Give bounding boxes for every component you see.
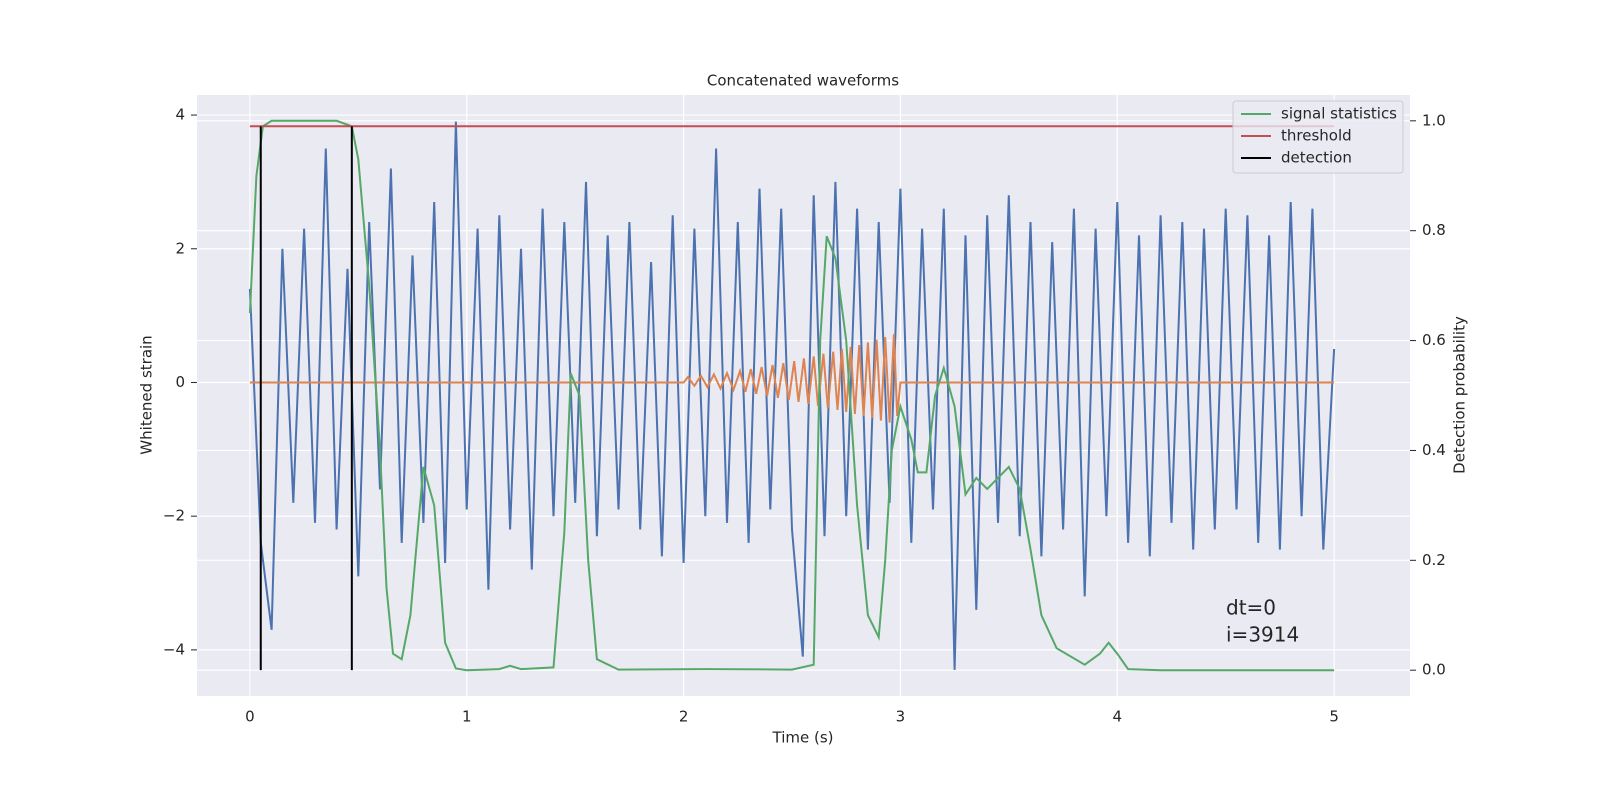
x-tick-label: 5 bbox=[1329, 708, 1339, 726]
x-tick-label: 1 bbox=[462, 708, 472, 726]
y-tick-label: 4 bbox=[175, 106, 185, 124]
x-tick-label: 4 bbox=[1112, 708, 1122, 726]
y-tick-label: 0 bbox=[175, 373, 185, 391]
legend: signal statistics threshold detection bbox=[1232, 100, 1404, 174]
x-tick-label: 3 bbox=[896, 708, 906, 726]
x-axis-label: Time (s) bbox=[772, 729, 834, 747]
y2-axis-label: Detection probability bbox=[1451, 316, 1469, 474]
series-line bbox=[248, 119, 1335, 672]
marks bbox=[248, 119, 1336, 672]
legend-label: threshold bbox=[1281, 127, 1352, 145]
series-line bbox=[249, 334, 1335, 423]
y-tick-label: −4 bbox=[163, 640, 185, 658]
axes: 0 1 2 3 4 5 −4 −2 0 2 4 0.0 0.2 0.4 0.6 0.8 1.0 bbox=[163, 106, 1446, 726]
legend-label: detection bbox=[1281, 149, 1352, 167]
x-tick-label: 0 bbox=[245, 708, 255, 726]
legend-box bbox=[1232, 100, 1404, 174]
y-tick-label: 2 bbox=[175, 239, 185, 257]
legend-label: signal statistics bbox=[1281, 105, 1397, 123]
y2-tick-label: 0.8 bbox=[1422, 221, 1446, 239]
y-tick-label: −2 bbox=[163, 507, 185, 525]
annotation: dt=0 bbox=[1226, 596, 1276, 620]
y2-tick-label: 0.6 bbox=[1422, 331, 1446, 349]
y2-tick-label: 1.0 bbox=[1422, 111, 1446, 129]
y2-tick-label: 0.2 bbox=[1422, 551, 1446, 569]
x-tick-label: 2 bbox=[679, 708, 689, 726]
y-axis-label: Whitened strain bbox=[138, 335, 156, 454]
annotations: dt=0 i=3914 bbox=[1226, 596, 1299, 647]
y2-tick-label: 0.4 bbox=[1422, 441, 1446, 459]
annotation: i=3914 bbox=[1226, 623, 1299, 647]
chart-title: Concatenated waveforms bbox=[707, 72, 899, 90]
series-line bbox=[248, 121, 1336, 670]
y2-tick-label: 0.0 bbox=[1422, 661, 1446, 679]
